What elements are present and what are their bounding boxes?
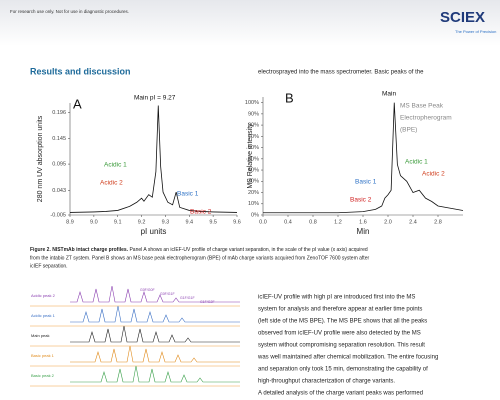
annotation: Basic 1 (177, 191, 199, 198)
spectrum-trace (70, 305, 240, 323)
peak-label: G0F/G0F (140, 288, 155, 292)
y-tick-label: 0% (251, 212, 259, 218)
y-tick-label: 40% (248, 168, 259, 174)
y-tick-label: 60% (248, 145, 259, 151)
x-tick-label: 2.0 (384, 219, 392, 225)
y-tick-label: -0.005 (50, 212, 66, 218)
annotation: (BPE) (400, 127, 417, 134)
x-tick-label: 1.6 (359, 219, 367, 225)
peak-label: G1F/G1F (180, 296, 195, 300)
header-band (0, 0, 500, 46)
notice: For research use only. Not for use in di… (10, 9, 129, 14)
body-text: was well maintained after chemical mobil… (257, 355, 438, 361)
body-text: system without compromising separation r… (258, 343, 425, 349)
x-axis-label: Min (357, 227, 370, 236)
y-axis-label: MS Relative intensity (247, 123, 254, 189)
annotation: Basic 2 (350, 197, 372, 204)
peak-label: G1F/G2F (200, 300, 215, 304)
row-label: Acidic peak 2 (31, 293, 56, 298)
y-tick-label: 0.043 (52, 188, 66, 194)
spectrum-trace (70, 345, 240, 363)
x-tick-label: 9.4 (185, 219, 193, 225)
annotation: Acidic 2 (422, 171, 445, 178)
annotation: Basic 2 (190, 209, 212, 216)
y-tick-label: 0.196 (52, 110, 66, 116)
caption-line: from the intabio ZT system. Panel B show… (30, 255, 369, 261)
annotation: Acidic 1 (104, 162, 127, 169)
annotation: Main (382, 91, 396, 98)
y-tick-label: 0.145 (52, 136, 66, 142)
body-text: high-throughput characterization of char… (258, 379, 395, 385)
spectrum-trace (70, 285, 240, 303)
row-label: Acidic peak 1 (31, 313, 56, 318)
body-text: icIEF-UV profile with high pI are introd… (258, 295, 415, 301)
annotation: MS Base Peak (400, 103, 444, 110)
trace (69, 105, 238, 213)
y-axis-label: 280 nm UV absorption units (37, 115, 44, 202)
x-tick-label: 9.0 (90, 219, 98, 225)
body-text: system for analysis and therefore appear… (258, 307, 422, 313)
row-label: Basic peak 1 (31, 353, 55, 358)
x-tick-label: 0.8 (309, 219, 317, 225)
caption-line: Figure 2. NISTmAb intact charge profiles… (30, 247, 368, 253)
tagline: The Power of Precision (455, 29, 496, 34)
y-tick-label: 30% (248, 179, 259, 185)
x-tick-label: 2.8 (434, 219, 442, 225)
body-text: and separation only took 15 min, demonst… (258, 367, 428, 373)
x-tick-label: 9.1 (114, 219, 122, 225)
y-tick-label: 70% (248, 134, 259, 140)
x-axis-label: pI units (141, 227, 167, 236)
body-text: observed from icIEF-UV profile were also… (258, 331, 421, 337)
body-text: (left side of the MS BPE). The MS BPE sh… (258, 319, 427, 325)
logo: SCIEX (440, 9, 485, 26)
caption-text: Panel A shows an icIEF-UV profile of cha… (128, 247, 368, 253)
peak-label: G0F/G1F (160, 292, 175, 296)
body-text: A detailed analysis of the charge varian… (258, 391, 423, 397)
figure-3: Acidic peak 2 Acidic peak 1 Main peak Basic… (30, 285, 240, 387)
body-text: electrosprayed into the mass spectromete… (258, 70, 424, 76)
x-tick-label: 9.5 (209, 219, 217, 225)
x-tick-label: 0.4 (284, 219, 292, 225)
panel-label: B (285, 90, 294, 105)
x-tick-label: 9.2 (138, 219, 146, 225)
y-tick-label: 50% (248, 156, 259, 162)
spectrum-trace (70, 365, 240, 383)
panel-label: A (73, 96, 82, 111)
x-tick-label: 1.2 (334, 219, 342, 225)
caption-line: icIEF separation. (30, 263, 68, 269)
y-tick-label: 90% (248, 111, 259, 117)
y-tick-label: 10% (248, 201, 259, 207)
annotation: Acidic 1 (405, 159, 428, 166)
section-title: Results and discussion (30, 66, 131, 76)
x-tick-label: 0.0 (259, 219, 267, 225)
x-tick-label: 8.9 (66, 219, 74, 225)
caption-label: Figure 2. NISTmAb intact charge profiles… (30, 247, 129, 253)
y-tick-label: 0.095 (52, 162, 66, 168)
annotation: Electropherogram (400, 115, 452, 122)
y-tick-label: 80% (248, 123, 259, 129)
annotation: Basic 1 (355, 179, 377, 186)
x-tick-label: 9.3 (162, 219, 170, 225)
x-tick-label: 2.4 (409, 219, 417, 225)
y-tick-label: 100% (245, 100, 259, 106)
row-label: Basic peak 2 (31, 373, 55, 378)
trace (263, 102, 464, 214)
row-label: Main peak (31, 333, 49, 338)
y-tick-label: 20% (248, 190, 259, 196)
annotation: Main pI = 9.27 (134, 95, 176, 102)
annotation: Acidic 2 (100, 180, 123, 187)
spectrum-trace (70, 325, 240, 343)
x-tick-label: 9.6 (233, 219, 241, 225)
